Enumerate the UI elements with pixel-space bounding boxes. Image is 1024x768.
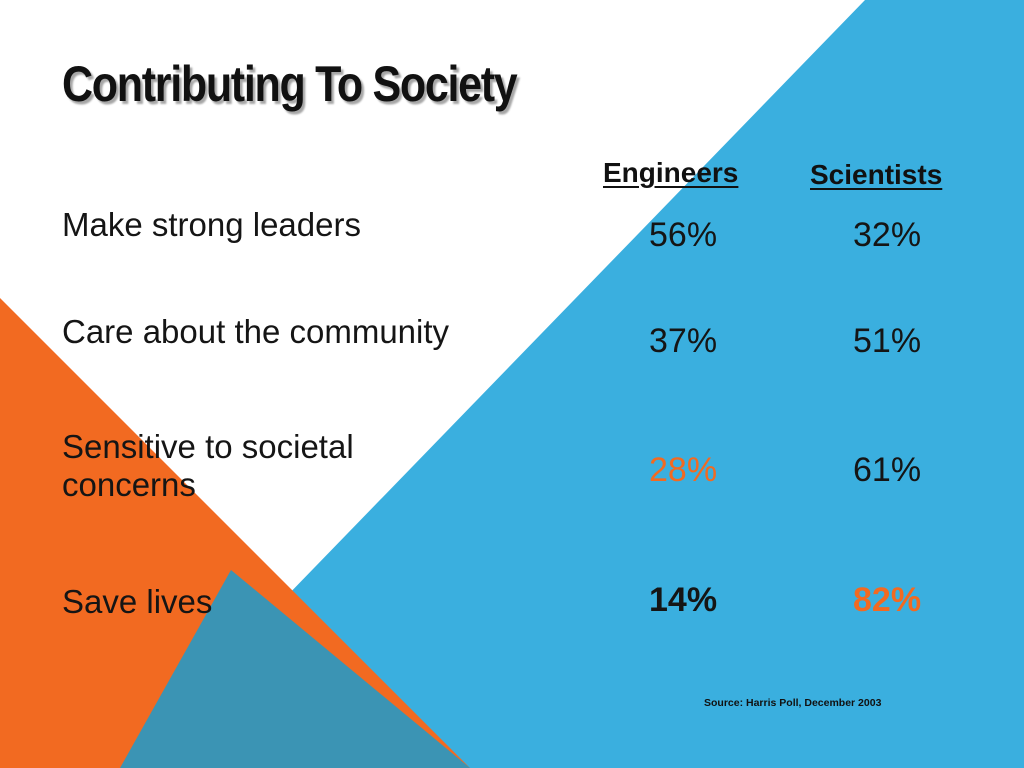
value-scientists-societal: 61% xyxy=(853,451,922,489)
orange-corner-triangle xyxy=(0,298,470,768)
row-label-care-about-community: Care about the community xyxy=(62,313,450,350)
value-scientists-leaders: 32% xyxy=(853,216,922,254)
row-label-line: concerns xyxy=(62,466,196,503)
row-label-save-lives: Save lives xyxy=(62,583,213,620)
value-engineers-leaders: 56% xyxy=(649,216,718,254)
overlap-triangle xyxy=(120,570,470,768)
column-header-scientists: Scientists xyxy=(810,159,943,190)
column-header-engineers: Engineers xyxy=(603,157,739,188)
value-engineers-societal: 28% xyxy=(649,451,718,489)
value-scientists-save-lives: 82% xyxy=(853,581,922,619)
value-engineers-save-lives: 14% xyxy=(649,581,718,619)
slide-title: Contributing To Society xyxy=(62,56,518,112)
blue-diagonal-band xyxy=(120,0,1024,768)
row-label-line: Sensitive to societal xyxy=(62,428,354,465)
value-engineers-community: 37% xyxy=(649,322,718,360)
row-label-sensitive-societal-concerns: Sensitive to societal concerns xyxy=(62,428,354,504)
value-scientists-community: 51% xyxy=(853,322,922,360)
row-label-make-strong-leaders: Make strong leaders xyxy=(62,206,361,243)
source-note: Source: Harris Poll, December 2003 xyxy=(704,697,882,709)
